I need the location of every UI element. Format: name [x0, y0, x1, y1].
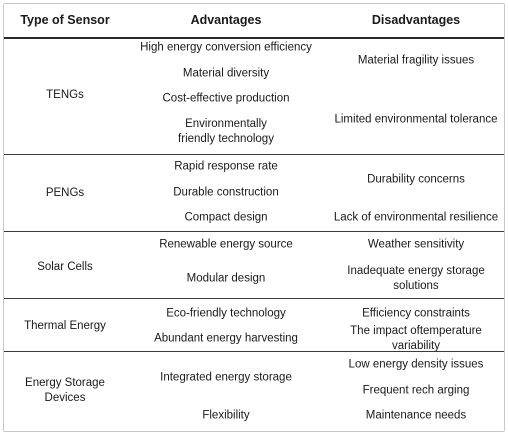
header-divider [4, 37, 504, 39]
row-label-solar-cells: Solar Cells [37, 261, 93, 273]
advantage-cell: Eco-friendly technology [166, 307, 286, 320]
disadvantage-cell: Limited environmental tolerance [334, 113, 498, 126]
disadvantage-cell: Frequent rech arging [362, 384, 470, 397]
advantage-cell: High energy conversion efficiency [140, 41, 312, 54]
advantage-cell: Abundant energy harvesting [154, 332, 298, 345]
disadvantage-cell: Low energy density issues [348, 358, 484, 371]
advantage-cell: Environmentally friendly technology [178, 118, 274, 145]
advantage-cell: Compact design [184, 211, 268, 224]
advantage-cell: Integrated energy storage [160, 371, 292, 384]
advantage-cell: Rapid response rate [174, 160, 278, 173]
advantage-cell: Renewable energy source [159, 238, 293, 251]
header-advantages: Advantages [190, 13, 262, 27]
disadvantage-cell: Efficiency constraints [362, 307, 470, 320]
row-label-energy-storage-devices: Energy Storage Devices [25, 377, 105, 404]
disadvantage-cell: Lack of environmental resilience [333, 211, 499, 224]
disadvantage-cell: Durability concerns [367, 173, 465, 186]
advantage-cell: Durable construction [173, 186, 279, 199]
header-disadvantages: Disadvantages [371, 13, 461, 27]
advantage-cell: Material diversity [182, 67, 270, 80]
row-label-tengs: TENGs [46, 89, 84, 101]
row-label-thermal-energy: Thermal Energy [24, 320, 106, 332]
header-type-of-sensor: Type of Sensor [20, 13, 110, 27]
disadvantage-cell: Inadequate energy storage solutions [347, 265, 485, 292]
advantage-cell: Modular design [186, 272, 266, 285]
row-divider [4, 231, 504, 232]
disadvantage-cell: Maintenance needs [365, 409, 467, 422]
advantage-cell: Flexibility [202, 409, 250, 422]
advantage-cell: Cost-effective production [162, 92, 290, 105]
row-divider [4, 298, 504, 299]
row-label-pengs: PENGs [45, 187, 85, 199]
sensor-comparison-table: Type of Sensor Advantages Disadvantages … [3, 3, 505, 432]
row-divider [4, 351, 504, 352]
disadvantage-cell: The impact oftemperature variability [350, 325, 482, 352]
disadvantage-cell: Weather sensitivity [367, 238, 465, 251]
row-divider [4, 154, 504, 155]
disadvantage-cell: Material fragility issues [357, 54, 475, 67]
